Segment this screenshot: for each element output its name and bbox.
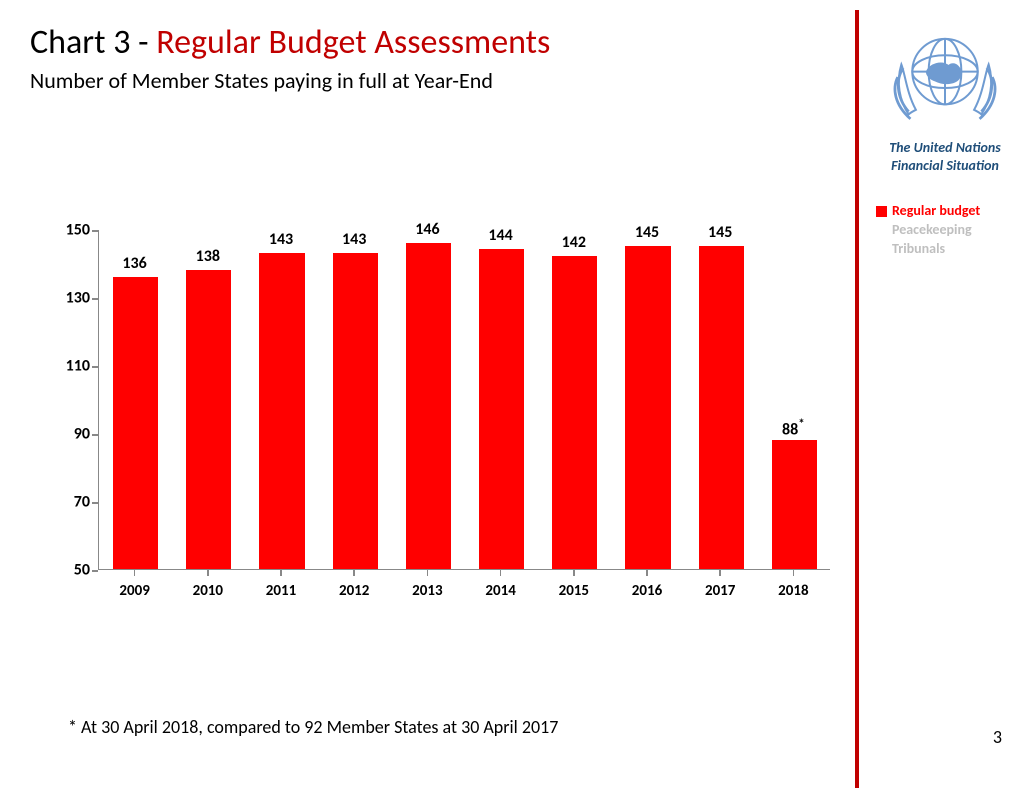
x-axis-tick-label: 2015 bbox=[559, 582, 589, 600]
sidebar: The United Nations Financial Situation R… bbox=[870, 28, 1020, 259]
y-axis-tick-label: 90 bbox=[50, 425, 90, 444]
bar-value-label: 146 bbox=[415, 220, 439, 239]
legend-label: Tribunals bbox=[892, 240, 945, 259]
bar bbox=[552, 256, 597, 569]
y-axis-tick-label: 110 bbox=[50, 357, 90, 376]
y-axis-tick-label: 50 bbox=[50, 561, 90, 580]
legend: Regular budgetPeacekeepingTribunals bbox=[870, 202, 1020, 259]
x-axis-tick bbox=[646, 570, 648, 576]
chart-title-prefix: Chart 3 - bbox=[30, 22, 156, 63]
legend-label: Peacekeeping bbox=[892, 221, 972, 240]
legend-label: Regular budget bbox=[892, 202, 980, 221]
bar-chart: 5070901101301501362009138201014320111432… bbox=[50, 230, 830, 600]
footnote: * At 30 April 2018, compared to 92 Membe… bbox=[68, 716, 558, 738]
legend-item: Regular budget bbox=[876, 202, 1020, 221]
legend-swatch-icon bbox=[876, 206, 887, 217]
x-axis-tick bbox=[134, 570, 136, 576]
x-axis-tick bbox=[427, 570, 429, 576]
chart-title-main: Regular Budget Assessments bbox=[156, 22, 550, 63]
bar bbox=[406, 243, 451, 569]
x-axis-tick bbox=[573, 570, 575, 576]
bar-value-label: 144 bbox=[488, 226, 512, 245]
org-caption: The United Nations Financial Situation bbox=[870, 139, 1020, 174]
bar-value-label: 143 bbox=[342, 230, 366, 249]
bar-value-label: 138 bbox=[196, 247, 220, 266]
x-axis-tick bbox=[500, 570, 502, 576]
y-axis-tick-label: 70 bbox=[50, 493, 90, 512]
vertical-divider bbox=[855, 10, 859, 788]
title-block: Chart 3 - Regular Budget Assessments Num… bbox=[30, 22, 550, 94]
bar bbox=[186, 270, 231, 569]
bar bbox=[333, 253, 378, 569]
un-logo-icon bbox=[890, 28, 1000, 133]
x-axis-tick-label: 2016 bbox=[632, 582, 662, 600]
bar bbox=[699, 246, 744, 569]
y-axis-tick bbox=[92, 570, 98, 572]
x-axis-tick bbox=[280, 570, 282, 576]
y-axis-tick bbox=[92, 434, 98, 436]
chart-subtitle: Number of Member States paying in full a… bbox=[30, 67, 550, 94]
bar-value-label: 143 bbox=[269, 230, 293, 249]
x-axis-tick bbox=[207, 570, 209, 576]
x-axis-tick-label: 2012 bbox=[339, 582, 369, 600]
x-axis-tick-label: 2017 bbox=[705, 582, 735, 600]
x-axis-tick bbox=[353, 570, 355, 576]
org-caption-line2: Financial Situation bbox=[891, 157, 999, 174]
x-axis-tick bbox=[793, 570, 795, 576]
y-axis-tick-label: 130 bbox=[50, 289, 90, 308]
x-axis-tick-label: 2010 bbox=[193, 582, 223, 600]
x-axis-tick-label: 2009 bbox=[119, 582, 149, 600]
x-axis-tick-label: 2011 bbox=[266, 582, 296, 600]
x-axis-tick bbox=[719, 570, 721, 576]
legend-item: Peacekeeping bbox=[876, 221, 1020, 240]
y-axis-tick bbox=[92, 298, 98, 300]
chart-title-line: Chart 3 - Regular Budget Assessments bbox=[30, 22, 550, 63]
y-axis-tick-label: 150 bbox=[50, 221, 90, 240]
page-number: 3 bbox=[993, 726, 1002, 748]
legend-item: Tribunals bbox=[876, 240, 1020, 259]
bar bbox=[772, 440, 817, 569]
bar bbox=[625, 246, 670, 569]
bar-value-label: 142 bbox=[562, 233, 586, 252]
bar-value-label: 136 bbox=[122, 254, 146, 273]
bar bbox=[479, 249, 524, 569]
bar-value-label: 88* bbox=[782, 417, 805, 439]
y-axis-tick bbox=[92, 366, 98, 368]
y-axis-tick bbox=[92, 502, 98, 504]
x-axis-tick-label: 2018 bbox=[778, 582, 808, 600]
org-caption-line1: The United Nations bbox=[889, 139, 1001, 156]
bar bbox=[113, 277, 158, 569]
x-axis-tick-label: 2013 bbox=[412, 582, 442, 600]
bar-value-label: 145 bbox=[635, 223, 659, 242]
plot-area bbox=[98, 230, 830, 570]
x-axis-tick-label: 2014 bbox=[485, 582, 515, 600]
y-axis-tick bbox=[92, 230, 98, 232]
bar-value-label: 145 bbox=[708, 223, 732, 242]
bar bbox=[259, 253, 304, 569]
